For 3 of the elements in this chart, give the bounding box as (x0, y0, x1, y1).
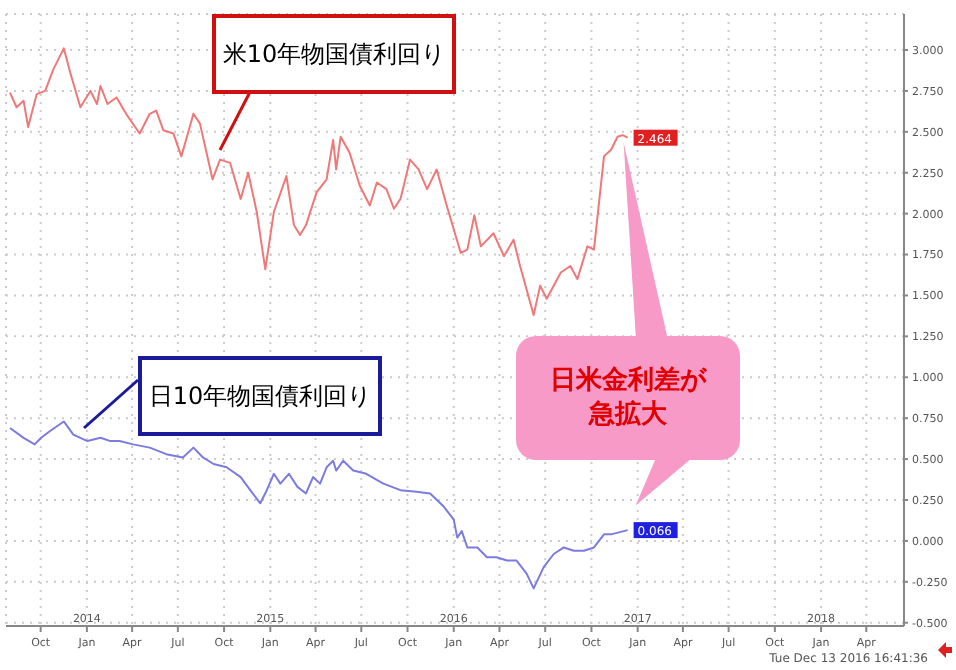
series-label: 日10年物国債利回り (138, 356, 382, 436)
annotation: 日米金利差が急拡大 (548, 364, 709, 432)
text: 米10年物国債利回り (212, 14, 456, 94)
